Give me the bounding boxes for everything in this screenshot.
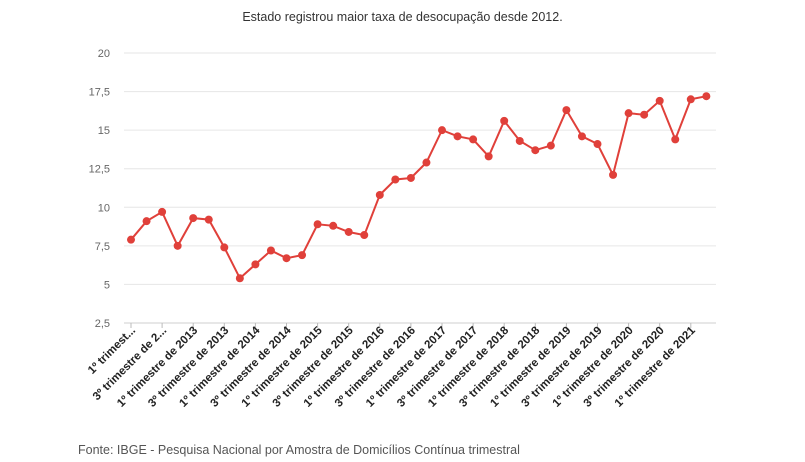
y-tick-label: 17,5 (89, 87, 110, 99)
data-point[interactable] (593, 140, 602, 149)
data-point[interactable] (422, 158, 431, 167)
chart-source: Fonte: IBGE - Pesquisa Nacional por Amos… (78, 443, 520, 457)
data-point[interactable] (438, 126, 446, 135)
data-point[interactable] (282, 254, 291, 263)
data-point[interactable] (546, 141, 555, 150)
y-tick-label: 7,5 (95, 241, 110, 253)
data-point[interactable] (609, 170, 618, 179)
data-point[interactable] (298, 251, 307, 260)
y-tick-label: 2,5 (95, 318, 110, 330)
data-point[interactable] (204, 215, 213, 224)
data-point[interactable] (531, 146, 540, 155)
y-tick-label: 10 (98, 202, 110, 214)
data-point[interactable] (406, 173, 415, 182)
data-point[interactable] (484, 152, 493, 161)
data-point[interactable] (515, 136, 524, 145)
y-axis: 2,5 5 7,5 10 12,5 15 17,5 20 (89, 48, 110, 330)
data-point[interactable] (360, 231, 369, 240)
data-point[interactable] (469, 135, 478, 144)
data-point[interactable] (702, 92, 711, 101)
data-point[interactable] (686, 95, 695, 104)
data-point[interactable] (671, 135, 680, 144)
data-point[interactable] (251, 260, 260, 269)
data-point[interactable] (142, 217, 151, 226)
data-point[interactable] (173, 241, 182, 250)
data-point[interactable] (577, 132, 586, 141)
data-point[interactable] (158, 207, 167, 216)
data-point[interactable] (266, 246, 275, 255)
data-point[interactable] (329, 221, 338, 230)
data-point[interactable] (127, 235, 135, 244)
series-line (130, 95, 707, 280)
chart-subtitle: Estado registrou maior taxa de desocupaç… (242, 10, 563, 24)
gridlines (124, 52, 716, 324)
data-point[interactable] (562, 106, 571, 115)
y-tick-label: 15 (98, 125, 110, 137)
data-point[interactable] (391, 175, 400, 184)
data-point[interactable] (500, 116, 509, 125)
data-point[interactable] (375, 190, 384, 199)
data-point[interactable] (453, 132, 462, 141)
data-point[interactable] (640, 110, 649, 119)
y-tick-label: 20 (98, 48, 110, 60)
data-point[interactable] (235, 274, 244, 283)
data-point[interactable] (624, 109, 633, 118)
data-point[interactable] (313, 220, 322, 229)
y-tick-label: 5 (104, 279, 110, 291)
data-point[interactable] (344, 227, 353, 236)
data-point[interactable] (220, 243, 229, 252)
y-tick-label: 12,5 (89, 164, 110, 176)
data-points (127, 92, 711, 283)
data-point[interactable] (189, 214, 198, 223)
data-point[interactable] (655, 96, 664, 105)
x-axis: 1º trimest...3º trimestre de 2...1º trim… (86, 323, 698, 410)
